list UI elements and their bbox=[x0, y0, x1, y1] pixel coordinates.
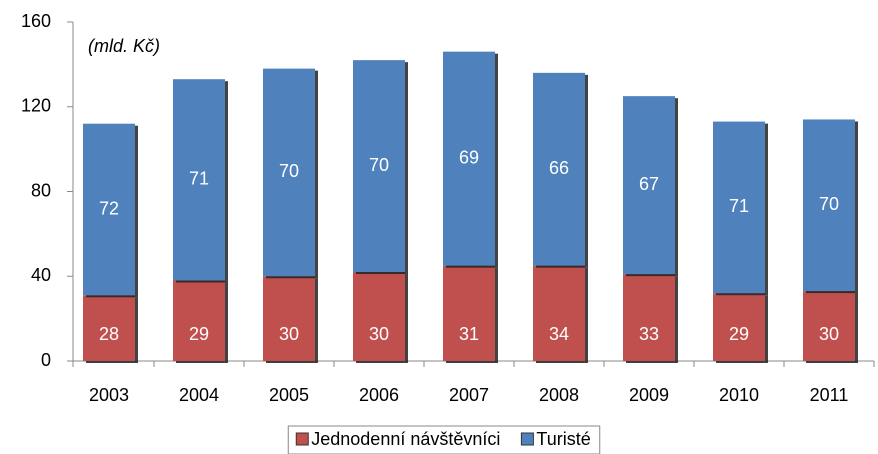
data-label: 71 bbox=[189, 169, 209, 189]
x-tick-label: 2007 bbox=[449, 385, 489, 405]
data-label: 67 bbox=[639, 174, 659, 194]
bar-segment bbox=[83, 123, 135, 296]
data-label: 69 bbox=[459, 147, 479, 167]
data-label: 72 bbox=[99, 198, 119, 218]
annotation: (mld. Kč) bbox=[88, 36, 160, 56]
data-label: 70 bbox=[369, 155, 389, 175]
x-tick-label: 2011 bbox=[810, 385, 849, 405]
data-label: 30 bbox=[369, 324, 389, 344]
bar-segment bbox=[623, 274, 675, 361]
bar-segment bbox=[803, 119, 855, 292]
legend-label: Jednodenní návštěvníci bbox=[311, 429, 500, 449]
data-label: 70 bbox=[819, 194, 839, 214]
bar-segment bbox=[83, 295, 135, 361]
bar-segment bbox=[623, 96, 675, 275]
data-label: 66 bbox=[549, 158, 569, 178]
y-tick-label: 0 bbox=[41, 350, 51, 370]
data-label: 28 bbox=[99, 324, 119, 344]
bar-segment bbox=[263, 276, 315, 361]
x-tick-label: 2010 bbox=[719, 385, 759, 405]
data-label: 70 bbox=[279, 161, 299, 181]
legend: Jednodenní návštěvníci Turisté bbox=[287, 425, 601, 454]
x-tick-label: 2003 bbox=[89, 385, 129, 405]
data-label: 33 bbox=[639, 324, 659, 344]
bar-segment bbox=[173, 79, 225, 281]
x-tick-label: 2005 bbox=[269, 385, 309, 405]
bar-segment bbox=[713, 293, 765, 361]
bar-segment bbox=[443, 51, 495, 266]
bar-segment bbox=[173, 280, 225, 361]
bar-segment bbox=[263, 68, 315, 277]
data-label: 71 bbox=[729, 196, 749, 216]
data-label: 29 bbox=[189, 324, 209, 344]
x-tick-label: 2004 bbox=[179, 385, 219, 405]
bar-segment bbox=[353, 60, 405, 273]
y-tick-label: 120 bbox=[21, 96, 51, 116]
legend-swatch bbox=[295, 432, 309, 446]
x-tick-label: 2006 bbox=[359, 385, 399, 405]
bar-segment bbox=[803, 291, 855, 361]
bar-segment bbox=[713, 121, 765, 294]
data-label: 34 bbox=[549, 324, 569, 344]
x-tick-label: 2008 bbox=[539, 385, 579, 405]
y-tick-label: 160 bbox=[21, 11, 51, 31]
legend-swatch bbox=[520, 432, 534, 446]
bar-segment bbox=[443, 265, 495, 361]
data-label: 30 bbox=[819, 324, 839, 344]
data-label: 31 bbox=[459, 324, 479, 344]
bar-segment bbox=[533, 265, 585, 361]
y-tick-label: 40 bbox=[31, 265, 51, 285]
y-tick-label: 80 bbox=[31, 180, 51, 200]
data-label: 29 bbox=[729, 324, 749, 344]
bar-segment bbox=[353, 272, 405, 361]
legend-label: Turisté bbox=[536, 429, 590, 449]
bar-segment bbox=[533, 72, 585, 266]
x-tick-label: 2009 bbox=[629, 385, 669, 405]
data-label: 30 bbox=[279, 324, 299, 344]
legend-box bbox=[287, 425, 601, 454]
